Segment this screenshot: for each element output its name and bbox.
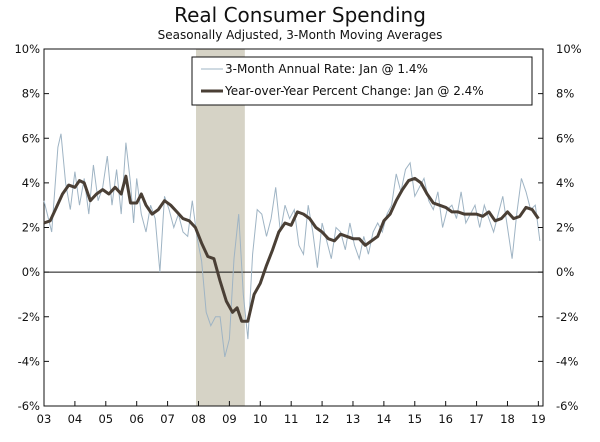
y-axis-right: 10% 8% 6% 4% 2% 0% -2% -4% -6% (538, 42, 582, 413)
y-tick-label-right: 0% (556, 265, 574, 279)
y-tick-label-left: 6% (22, 131, 40, 145)
y-tick-label-right: 6% (556, 131, 574, 145)
x-tick-label: 05 (98, 412, 113, 426)
x-tick-label: 10 (253, 412, 268, 426)
recession-shading (196, 49, 245, 406)
y-axis-left: 10% 8% 6% 4% 2% 0% -2% -4% -6% (14, 42, 49, 413)
x-tick-label: 13 (346, 412, 361, 426)
y-tick-label-left: -6% (18, 399, 40, 413)
y-tick-label-right: -2% (556, 310, 578, 324)
y-tick-label-left: 0% (22, 265, 40, 279)
y-tick-label-left: 8% (22, 87, 40, 101)
legend-label-annual: 3-Month Annual Rate: Jan @ 1.4% (225, 62, 428, 76)
y-tick-label-right: 4% (556, 176, 574, 190)
chart-subtitle: Seasonally Adjusted, 3-Month Moving Aver… (158, 28, 443, 42)
x-axis: 03 04 05 06 07 08 09 10 11 12 13 14 15 16 17 18 19 (37, 401, 546, 426)
x-tick-label: 03 (37, 412, 52, 426)
x-tick-label: 12 (315, 412, 330, 426)
y-tick-label-left: 2% (22, 221, 40, 235)
x-tick-label: 06 (129, 412, 144, 426)
y-tick-label-right: 10% (556, 42, 582, 56)
y-tick-label-right: 2% (556, 221, 574, 235)
y-tick-label-right: 8% (556, 87, 574, 101)
x-tick-label: 14 (377, 412, 392, 426)
x-tick-label: 15 (407, 412, 422, 426)
y-tick-label-left: -4% (18, 354, 40, 368)
x-tick-label: 04 (68, 412, 83, 426)
x-tick-label: 17 (469, 412, 484, 426)
y-tick-label-left: 4% (22, 176, 40, 190)
x-tick-label: 08 (191, 412, 206, 426)
x-tick-label: 16 (438, 412, 453, 426)
x-tick-label: 09 (222, 412, 237, 426)
legend-label-yoy: Year-over-Year Percent Change: Jan @ 2.4… (224, 84, 484, 98)
y-tick-label-left: -2% (18, 310, 40, 324)
annual-rate-line (43, 133, 541, 358)
y-tick-label-right: -6% (556, 399, 578, 413)
x-tick-label: 07 (160, 412, 175, 426)
yoy-change-line (43, 174, 540, 323)
legend-box (191, 56, 533, 106)
x-tick-label: 19 (531, 412, 546, 426)
y-tick-label-left: 10% (14, 42, 40, 56)
x-tick-label: 11 (284, 412, 299, 426)
y-tick-label-right: -4% (556, 354, 578, 368)
chart-title: Real Consumer Spending (174, 3, 426, 27)
x-tick-label: 18 (500, 412, 515, 426)
legend: 3-Month Annual Rate: Jan @ 1.4% Year-ove… (191, 56, 533, 106)
